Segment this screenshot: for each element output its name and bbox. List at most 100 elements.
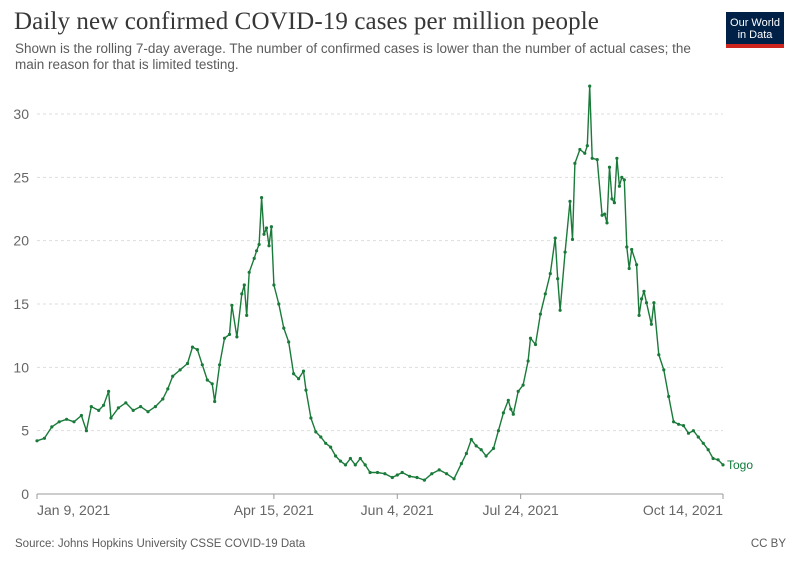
data-point <box>721 463 725 467</box>
data-point <box>139 405 143 409</box>
data-point <box>491 446 496 450</box>
data-point <box>205 378 209 382</box>
data-point <box>84 429 88 433</box>
data-point <box>408 474 412 478</box>
data-point <box>358 456 362 461</box>
data-point <box>479 448 483 452</box>
data-point <box>247 270 251 274</box>
data-point <box>556 277 560 281</box>
data-point <box>190 345 195 349</box>
data-point <box>131 408 135 412</box>
axes: 0 5 10 15 20 25 30 Jan 9, 2021 Apr 15, 2021 Jun 4… <box>13 106 724 518</box>
data-point <box>415 475 419 480</box>
data-point <box>97 408 101 412</box>
data-point <box>578 147 582 152</box>
data-point <box>474 444 478 448</box>
data-point <box>652 301 656 305</box>
data-point <box>430 472 434 476</box>
data-point <box>319 435 323 439</box>
data-point <box>363 463 367 467</box>
data-point <box>242 283 246 287</box>
data-point <box>516 389 520 393</box>
data-point <box>627 266 631 271</box>
data-point <box>464 451 468 456</box>
data-point <box>218 363 222 367</box>
data-point <box>50 425 54 429</box>
data-point <box>267 244 271 248</box>
data-point <box>79 413 83 418</box>
data-point <box>667 394 671 399</box>
data-point <box>649 322 654 326</box>
x-tick-label: Jul 24, 2021 <box>483 502 559 518</box>
data-point <box>452 477 456 481</box>
x-tick-label: Apr 15, 2021 <box>234 502 314 518</box>
data-point <box>260 196 264 200</box>
data-point <box>706 448 710 452</box>
data-point <box>277 302 281 306</box>
data-point <box>107 389 111 393</box>
chart-subtitle: Shown is the rolling 7-day average. The … <box>15 41 691 72</box>
data-point <box>509 407 513 411</box>
data-point <box>338 459 343 463</box>
data-point <box>390 475 394 480</box>
data-point <box>264 226 269 230</box>
data-point <box>35 439 39 443</box>
data-point <box>437 468 441 472</box>
data-point <box>573 161 577 165</box>
data-point <box>292 372 296 376</box>
data-point <box>506 398 510 402</box>
data-point <box>348 456 352 461</box>
data-point <box>588 84 592 88</box>
data-point <box>677 422 681 426</box>
data-point <box>583 151 587 155</box>
data-point <box>42 436 47 440</box>
source-note[interactable]: Source: Johns Hopkins University CSSE CO… <box>15 538 306 550</box>
y-tick-label: 25 <box>13 169 29 185</box>
data-point <box>543 292 547 296</box>
data-point <box>716 458 720 462</box>
owid-logo[interactable]: Our World in Data <box>726 12 784 48</box>
data-point <box>691 429 696 433</box>
data-point <box>521 383 525 387</box>
data-point <box>195 348 199 352</box>
data-point <box>252 256 256 260</box>
data-point <box>662 368 666 372</box>
data-point <box>395 473 399 477</box>
data-point <box>620 175 624 179</box>
data-point <box>230 303 234 307</box>
data-point <box>610 197 614 201</box>
data-point <box>301 369 306 373</box>
data-point <box>255 249 259 253</box>
data-point <box>235 335 239 339</box>
data-point <box>109 416 113 420</box>
data-point <box>605 221 609 225</box>
y-tick-label: 30 <box>13 106 29 122</box>
data-point <box>146 410 150 414</box>
license-note[interactable]: CC BY <box>750 538 786 550</box>
y-tick-label: 10 <box>13 359 29 375</box>
data-point <box>533 342 538 347</box>
data-point <box>595 158 599 162</box>
data-point <box>585 144 589 148</box>
data-point <box>469 437 473 442</box>
data-point <box>72 420 76 424</box>
x-tick-label: Jan 9, 2021 <box>37 502 110 518</box>
data-point <box>297 377 301 381</box>
data-point <box>496 429 500 433</box>
data-point <box>570 237 575 241</box>
data-point <box>89 405 93 409</box>
data-point <box>400 470 404 475</box>
data-point <box>644 301 649 305</box>
data-point <box>334 454 338 458</box>
data-point <box>153 405 157 409</box>
x-tick-label: Oct 14, 2021 <box>643 502 723 518</box>
data-point <box>528 336 533 340</box>
data-point <box>324 441 328 445</box>
logo-line-2: in Data <box>737 29 773 41</box>
data-point <box>686 431 691 435</box>
data-point <box>701 441 705 445</box>
data-point <box>637 313 641 317</box>
data-point <box>600 213 604 217</box>
series-label[interactable]: Togo <box>727 458 753 472</box>
data-point <box>548 272 552 276</box>
